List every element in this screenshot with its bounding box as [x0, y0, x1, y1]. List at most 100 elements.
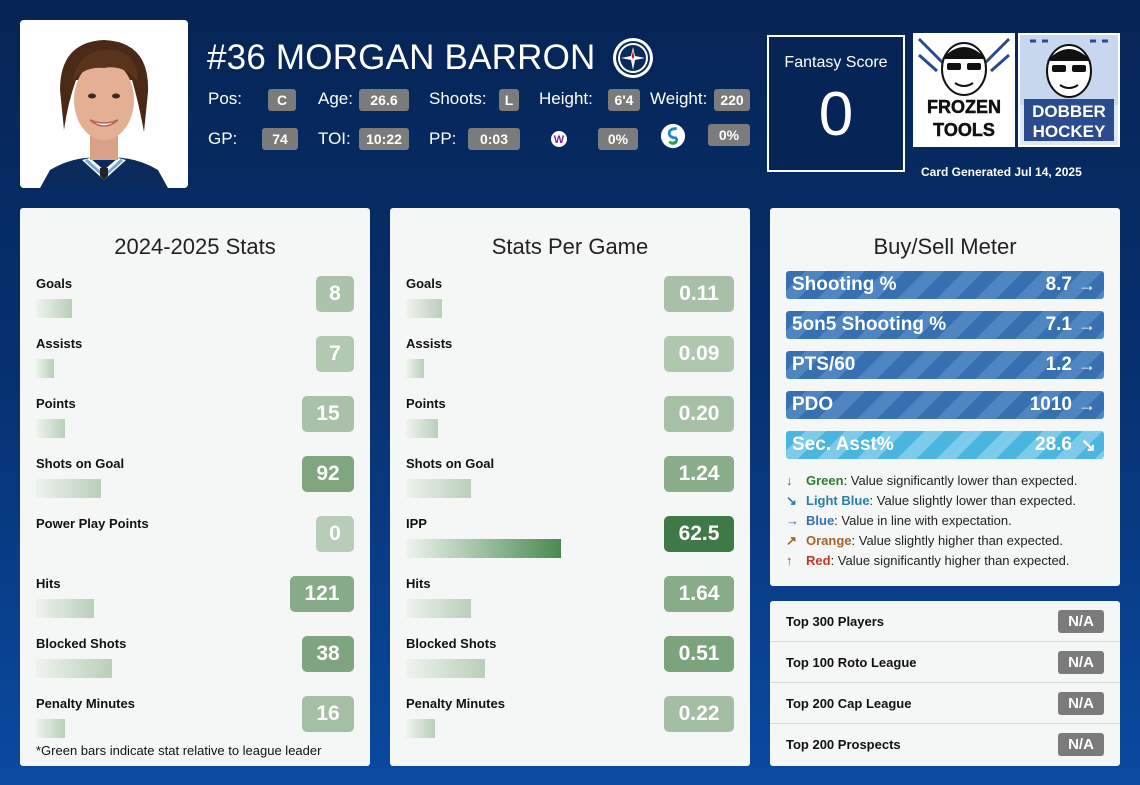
stat-value: 8: [316, 276, 354, 312]
fantasy-score-title: Fantasy Score: [784, 54, 888, 71]
stat-row: Goals 8: [20, 276, 370, 336]
buy-sell-title: Buy/Sell Meter: [873, 234, 1017, 259]
stat-bar: [36, 719, 65, 738]
hockey-text: HOCKEY: [1033, 122, 1106, 141]
meter-value: 28.6: [1035, 434, 1072, 455]
legend-arrow-icon: ↗: [786, 533, 797, 548]
stat-label: Assists: [36, 336, 83, 351]
meter-value: 1010: [1029, 394, 1072, 415]
per-game-panel: Stats Per Game Goals 0.11 Assists 0.09 Point…: [390, 208, 750, 766]
stat-value: 0.22: [664, 696, 734, 732]
legend-row: ↘ Light Blue: Value slightly lower than e…: [786, 493, 1076, 509]
stat-value: 0.09: [664, 336, 734, 372]
stat-value: 62.5: [664, 516, 734, 552]
meter-value: 8.7: [1045, 274, 1072, 295]
meter-label: Sec. Asst%: [792, 434, 894, 455]
stat-row: Goals 0.11: [390, 276, 750, 336]
legend-arrow-icon: →: [786, 513, 799, 528]
meter-label: PDO: [792, 394, 834, 415]
season-stats-footnote: *Green bars indicate stat relative to le…: [36, 743, 322, 758]
ranking-row: Top 200 Cap League N/A: [770, 683, 1120, 724]
jets-logo-icon: [613, 38, 653, 78]
pp-value: 0:03: [468, 128, 520, 150]
stat-label: Assists: [406, 336, 453, 351]
dobber-hockey-logo[interactable]: DOBBER HOCKEY: [1018, 33, 1120, 147]
toi-value: 10:22: [359, 128, 409, 150]
frozen-tools-logo[interactable]: FROZEN TOOLS: [913, 33, 1015, 147]
age-value: 26.6: [359, 89, 409, 111]
frozen-text: FROZEN: [927, 97, 1001, 117]
player-photo: [20, 20, 188, 188]
ranking-value: N/A: [1058, 651, 1104, 674]
legend-arrow-icon: ↘: [786, 493, 797, 508]
stat-row: Hits 121: [20, 576, 370, 636]
stat-bar: [36, 359, 54, 378]
dobber-hockey-mascot-icon: DOBBER HOCKEY: [1020, 35, 1118, 145]
legend-row: ↑ Red: Value significantly higher than ex…: [786, 553, 1070, 568]
stat-value: 16: [302, 696, 354, 732]
meter-bar: Shooting % 8.7 →: [786, 271, 1104, 299]
arrow-icon: ↘: [1080, 435, 1096, 455]
stat-value: 121: [290, 576, 354, 612]
stat-value: 1.24: [664, 456, 734, 492]
legend-color-name: Red: [806, 553, 831, 568]
stat-bar: [406, 359, 424, 378]
gp-value: 74: [262, 128, 298, 150]
waiver-wire-icon: W: [551, 131, 567, 147]
card-generated-date: Card Generated Jul 14, 2025: [921, 165, 1082, 179]
stat-bar: [406, 299, 442, 318]
dobber-text: DOBBER: [1032, 102, 1106, 121]
legend-text: : Value significantly higher than expect…: [830, 553, 1070, 568]
stat-row: Points 0.20: [390, 396, 750, 456]
stat-bar: [406, 419, 438, 438]
arrow-icon: →: [1078, 275, 1096, 295]
meter-bar: PTS/60 1.2 →: [786, 351, 1104, 379]
stat-label: Penalty Minutes: [406, 696, 505, 711]
stat-label: IPP: [406, 516, 427, 531]
stat-label: Goals: [406, 276, 443, 291]
stat-label: Blocked Shots: [406, 636, 497, 651]
legend-color-name: Green: [806, 473, 844, 488]
ranking-value: N/A: [1058, 733, 1104, 756]
shoots-value: L: [499, 89, 519, 111]
stat-label: Shots on Goal: [36, 456, 125, 471]
ranking-label: Top 100 Roto League: [786, 655, 917, 670]
toi-label: TOI:: [318, 129, 351, 148]
stat-label: Blocked Shots: [36, 636, 127, 651]
age-label: Age:: [318, 89, 353, 108]
stat-row: Assists 7: [20, 336, 370, 396]
meter-bar: PDO 1010 →: [786, 391, 1104, 419]
pos-value: C: [268, 89, 296, 111]
stat-value: 0: [316, 516, 354, 552]
stat-bar: [406, 539, 561, 558]
stat-value: 0.11: [664, 276, 734, 312]
arrow-icon: →: [1078, 315, 1096, 335]
shoots-label: Shoots:: [429, 89, 487, 108]
gp-label: GP:: [208, 129, 238, 148]
legend-row: ↗ Orange: Value slightly higher than expe…: [786, 533, 1063, 549]
legend-text: : Value significantly lower than expecte…: [843, 473, 1078, 488]
stat-row: Shots on Goal 92: [20, 456, 370, 516]
meter-label: PTS/60: [792, 354, 856, 375]
ranking-row: Top 200 Prospects N/A: [770, 724, 1120, 765]
ranking-label: Top 300 Players: [786, 614, 885, 629]
pp-label: PP:: [429, 129, 457, 148]
stat-label: Points: [36, 396, 76, 411]
per-game-title: Stats Per Game: [491, 234, 649, 259]
ranking-value: N/A: [1058, 610, 1104, 633]
stat-value: 7: [316, 336, 354, 372]
meter-bar: 5on5 Shooting % 7.1 →: [786, 311, 1104, 339]
stat-label: Points: [406, 396, 446, 411]
ranking-row: Top 100 Roto League N/A: [770, 642, 1120, 683]
stat-row: Assists 0.09: [390, 336, 750, 396]
stat-value: 38: [302, 636, 354, 672]
svg-text:W: W: [554, 134, 565, 146]
legend-text: : Value slightly higher than expected.: [851, 533, 1064, 548]
ownership-icon: [660, 123, 686, 149]
season-stats-panel: 2024-2025 Stats Goals 8 Assists 7 Points 15 Sh…: [20, 208, 370, 766]
weight-value: 220: [714, 89, 750, 111]
stat-label: Power Play Points: [36, 516, 149, 531]
weight-label: Weight:: [650, 89, 708, 108]
stat-row: Blocked Shots 0.51: [390, 636, 750, 696]
meter-bar: Sec. Asst% 28.6 ↘: [786, 431, 1104, 459]
